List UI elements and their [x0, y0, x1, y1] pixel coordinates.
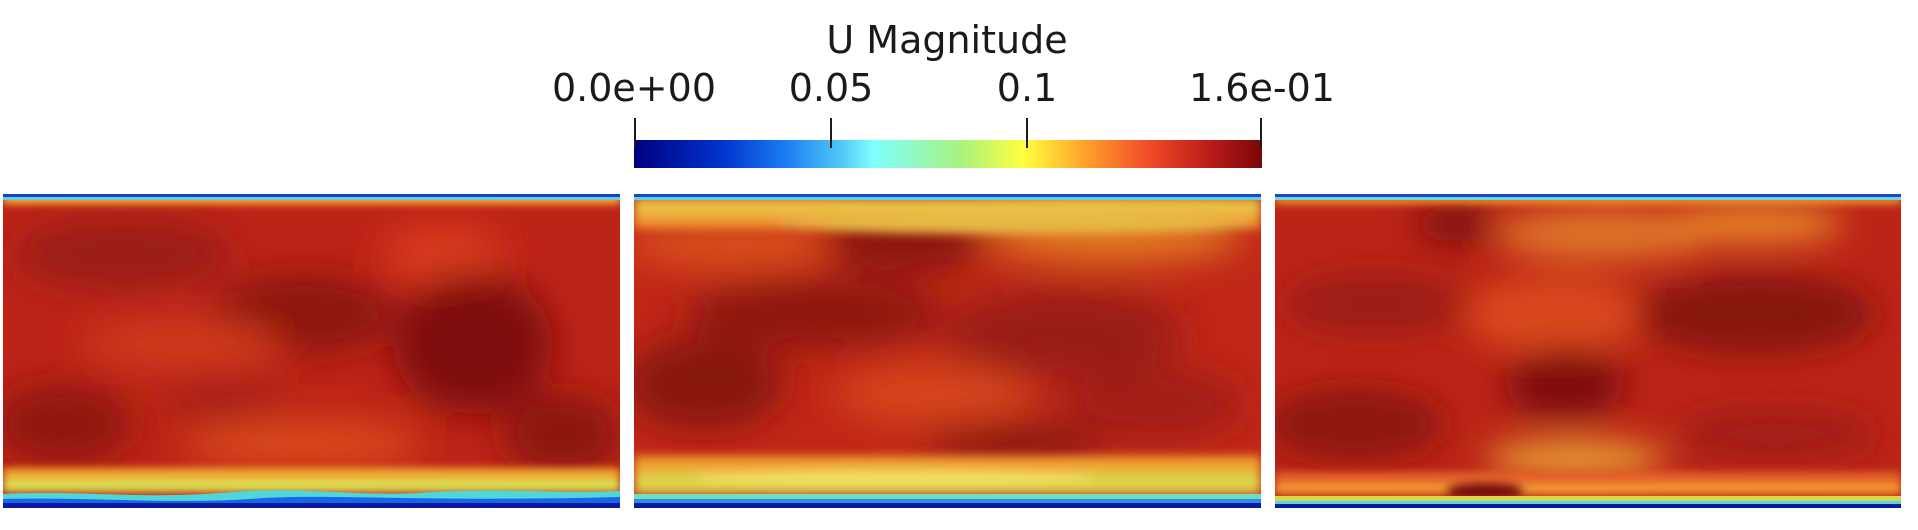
colorbar-tick-max — [1260, 118, 1262, 148]
colorbar — [634, 140, 1262, 168]
velocity-field-panel-3 — [1275, 194, 1901, 508]
colorbar-tick-label-0.1: 0.1 — [996, 66, 1058, 110]
colorbar-title: U Magnitude — [826, 18, 1068, 62]
colorbar-tick-label-max: 1.6e-01 — [1189, 66, 1335, 110]
velocity-field-plot-1 — [3, 194, 620, 508]
colorbar-tick-label-min: 0.0e+00 — [551, 66, 717, 110]
velocity-field-panel-1 — [3, 194, 620, 508]
velocity-field-plot-3 — [1275, 194, 1901, 508]
colorbar-tick-label-0.05: 0.05 — [788, 66, 874, 110]
colorbar-tick-0.05 — [830, 118, 832, 148]
velocity-field-plot-2 — [634, 194, 1261, 508]
colorbar-tick-min — [634, 118, 636, 148]
velocity-field-panel-2 — [634, 194, 1261, 508]
colorbar-tick-0.1 — [1026, 118, 1028, 148]
